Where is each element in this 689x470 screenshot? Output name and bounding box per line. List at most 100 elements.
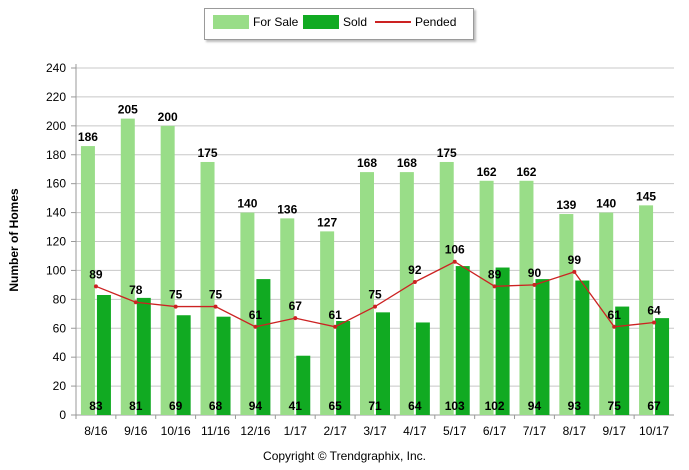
- bar-for-sale: [120, 118, 135, 416]
- legend-swatch-for-sale: [213, 15, 249, 29]
- x-tick-label: 6/17: [483, 424, 507, 438]
- data-label-sold: 81: [129, 399, 143, 413]
- point-pended: [253, 324, 258, 329]
- bar-sold: [136, 297, 151, 415]
- x-tick-label: 12/16: [240, 424, 270, 438]
- data-label-sold: 94: [528, 399, 542, 413]
- bar-sold: [336, 321, 351, 415]
- bar-for-sale: [160, 125, 175, 415]
- legend-label-sold: Sold: [343, 15, 368, 29]
- legend-swatch-sold: [303, 15, 339, 29]
- data-label-pended: 90: [528, 266, 542, 280]
- bar-sold: [615, 306, 630, 415]
- copyright-text: Copyright © Trendgraphix, Inc.: [263, 449, 426, 463]
- bar-sold: [296, 355, 311, 415]
- data-label-sold: 103: [445, 399, 465, 413]
- bar-sold: [535, 279, 550, 415]
- data-label-for-sale: 205: [118, 103, 138, 117]
- x-tick-label: 9/17: [603, 424, 627, 438]
- bar-for-sale: [280, 218, 295, 415]
- y-tick-label: 160: [46, 177, 66, 191]
- x-tick-label: 4/17: [403, 424, 427, 438]
- bar-for-sale: [519, 180, 534, 415]
- point-pended: [492, 284, 497, 289]
- bar-for-sale: [360, 172, 374, 415]
- y-tick-label: 0: [59, 408, 66, 422]
- y-tick-label: 20: [53, 379, 67, 393]
- data-label-pended: 89: [89, 267, 103, 281]
- bar-sold: [455, 266, 470, 415]
- data-label-sold: 94: [249, 399, 263, 413]
- y-tick-label: 240: [46, 61, 66, 75]
- point-pended: [213, 304, 218, 309]
- bar-for-sale: [479, 180, 494, 415]
- bar-for-sale: [240, 212, 255, 415]
- point-pended: [93, 284, 98, 289]
- data-label-pended: 99: [568, 253, 582, 267]
- bar-for-sale: [80, 146, 95, 415]
- y-tick-label: 180: [46, 148, 66, 162]
- bar-for-sale: [639, 205, 654, 415]
- bar-sold: [216, 316, 231, 415]
- data-label-sold: 71: [368, 399, 382, 413]
- bar-for-sale: [559, 214, 574, 415]
- x-tick-label: 10/16: [161, 424, 191, 438]
- legend-item-for-sale: For Sale: [213, 15, 298, 29]
- data-label-for-sale: 186: [78, 130, 98, 144]
- data-label-sold: 65: [328, 399, 342, 413]
- data-label-for-sale: 175: [437, 146, 457, 160]
- data-label-for-sale: 175: [198, 146, 218, 160]
- x-tick-label: 8/17: [563, 424, 587, 438]
- data-label-pended: 61: [249, 308, 263, 322]
- legend-label-pended: Pended: [415, 15, 457, 29]
- data-label-sold: 83: [89, 399, 103, 413]
- data-label-for-sale: 162: [477, 165, 497, 179]
- bar-sold: [376, 312, 390, 415]
- bar-for-sale: [200, 161, 215, 415]
- data-label-sold: 67: [647, 399, 661, 413]
- data-label-for-sale: 136: [277, 202, 297, 216]
- point-pended: [293, 316, 298, 321]
- x-tick-label: 10/17: [639, 424, 669, 438]
- bar-for-sale: [599, 212, 614, 415]
- x-tick-label: 11/16: [201, 424, 230, 438]
- x-tick-label: 8/16: [84, 424, 108, 438]
- point-pended: [532, 282, 537, 287]
- data-label-for-sale: 168: [397, 156, 417, 170]
- point-pended: [572, 269, 577, 274]
- data-label-pended: 75: [209, 288, 223, 302]
- x-tick-label: 2/17: [323, 424, 347, 438]
- data-label-pended: 75: [169, 288, 183, 302]
- x-tick-label: 5/17: [443, 424, 467, 438]
- legend-item-sold: Sold: [303, 15, 367, 29]
- bar-for-sale: [399, 172, 414, 415]
- legend-label-for-sale: For Sale: [253, 15, 299, 29]
- data-label-sold: 75: [608, 399, 622, 413]
- y-tick-label: 60: [53, 321, 67, 335]
- y-tick-label: 120: [46, 235, 66, 249]
- bar-sold: [176, 315, 191, 415]
- point-pended: [452, 259, 457, 264]
- data-label-pended: 89: [488, 267, 502, 281]
- chart-legend: For Sale Sold Pended: [204, 8, 474, 40]
- bar-sold: [96, 294, 111, 415]
- data-label-pended: 61: [608, 308, 622, 322]
- data-label-pended: 67: [289, 299, 303, 313]
- data-label-for-sale: 140: [237, 197, 257, 211]
- y-tick-label: 100: [46, 263, 66, 277]
- data-label-for-sale: 145: [636, 189, 656, 203]
- y-tick-label: 220: [46, 90, 66, 104]
- y-tick-label: 80: [53, 292, 67, 306]
- bar-sold: [575, 280, 590, 415]
- data-label-pended: 64: [647, 303, 661, 317]
- data-label-pended: 75: [368, 288, 382, 302]
- point-pended: [173, 304, 178, 309]
- data-label-for-sale: 140: [596, 197, 616, 211]
- data-label-sold: 64: [408, 399, 422, 413]
- data-label-for-sale: 168: [357, 156, 377, 170]
- data-label-sold: 41: [289, 399, 303, 413]
- bar-for-sale: [439, 161, 454, 415]
- point-pended: [652, 320, 657, 325]
- y-tick-label: 140: [46, 206, 66, 220]
